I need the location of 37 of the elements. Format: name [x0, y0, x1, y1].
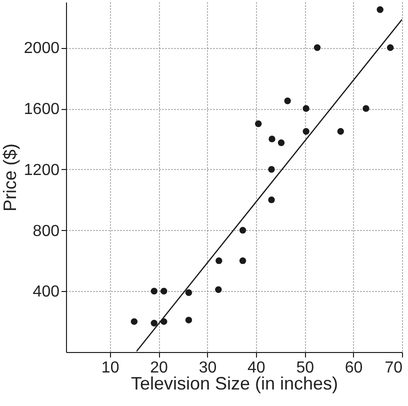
point: [268, 196, 275, 204]
point: [239, 226, 246, 234]
x-axis-title: Television Size (in inches): [130, 374, 338, 394]
point: [160, 288, 168, 294]
point: [376, 6, 384, 13]
x-tick-label: 40: [248, 360, 266, 376]
x-tick-label: 20: [150, 360, 168, 376]
y-tick-label: 1600: [24, 101, 60, 118]
point: [216, 257, 222, 264]
y-tick-label: 800: [32, 222, 60, 240]
point: [268, 166, 275, 173]
y-axis-title: Price ($): [0, 143, 20, 212]
point: [337, 128, 344, 135]
point: [362, 105, 370, 112]
y-tick-label: 2000: [24, 40, 60, 58]
point: [150, 288, 158, 294]
point: [254, 120, 262, 128]
point: [130, 318, 138, 325]
point: [284, 98, 291, 104]
x-tick-label: 50: [296, 360, 314, 376]
x-tick-label: 70: [384, 360, 403, 376]
point: [215, 286, 222, 293]
point: [302, 128, 310, 135]
y-tick-label: 400: [32, 284, 60, 301]
point: [314, 44, 321, 51]
point: [150, 320, 158, 326]
point: [278, 139, 285, 146]
point: [185, 289, 192, 296]
point: [302, 105, 310, 112]
x-tick-label: 60: [344, 360, 363, 376]
point: [268, 136, 276, 142]
x-tick-label: 10: [101, 360, 120, 376]
point: [386, 44, 394, 51]
point: [239, 257, 246, 264]
y-tick-label: 1200: [24, 162, 60, 179]
x-tick-label: 30: [198, 360, 217, 376]
point: [185, 316, 192, 324]
